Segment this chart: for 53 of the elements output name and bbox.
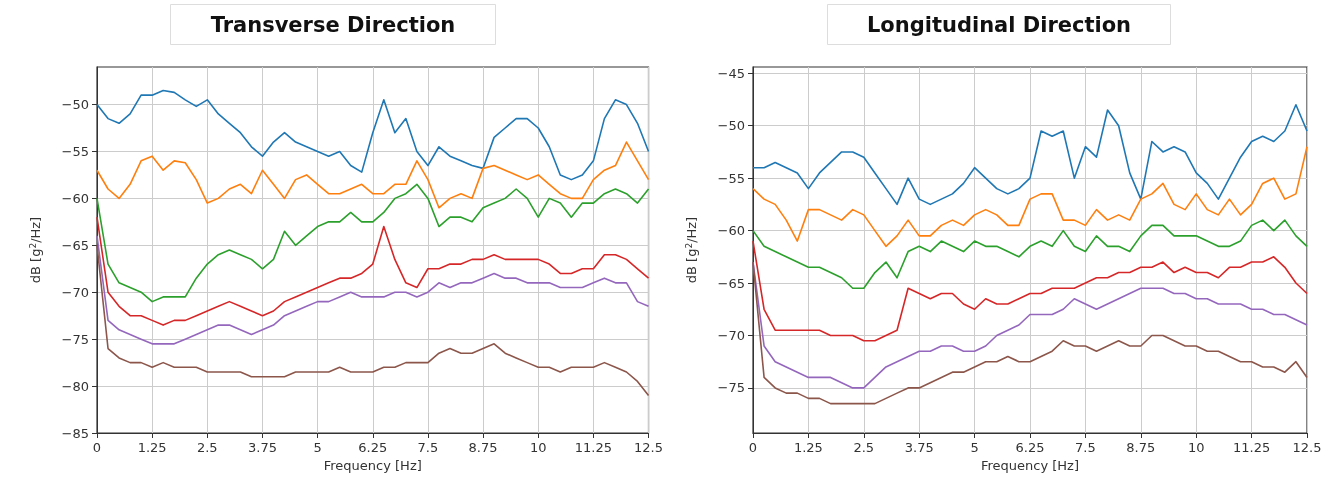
y-tick-label: −65: [61, 237, 89, 253]
x-tick-label: 12.5: [1292, 440, 1322, 455]
x-tick-label: 12.5: [634, 440, 663, 455]
y-tick-label: −60: [61, 190, 89, 206]
line-series: [96, 235, 650, 345]
x-tick-label: 7.5: [1075, 440, 1096, 455]
line-series: [96, 244, 650, 397]
x-tick-label: 5: [313, 440, 322, 455]
y-tick-label: −75: [61, 331, 89, 347]
y-tick-label: −60: [717, 223, 745, 239]
line-series: [752, 219, 1308, 290]
y-axis-title: dB [g2/Hz]: [683, 216, 699, 284]
x-tick-label: 3.75: [904, 440, 934, 455]
x-tick-label: 10: [529, 440, 547, 455]
x-tick-label: 5: [970, 440, 979, 455]
y-tick-label: −55: [717, 170, 745, 186]
y-tick-label: −55: [61, 143, 89, 159]
x-tick-label: 11.25: [1232, 440, 1271, 455]
line-series: [752, 103, 1308, 206]
x-tick-label: 7.5: [417, 440, 439, 455]
x-tick-label: 2.5: [196, 440, 218, 455]
x-tick-label: 0: [92, 440, 102, 455]
y-tick-label: −70: [717, 327, 745, 343]
y-tick-label: −50: [61, 97, 89, 113]
x-tick-label: 6.25: [358, 440, 388, 455]
y-tick-label: −45: [717, 65, 745, 81]
x-axis-title: Frequency [Hz]: [323, 458, 422, 473]
y-tick-label: −50: [717, 118, 745, 134]
line-series: [752, 145, 1308, 248]
x-axis-title: Frequency [Hz]: [980, 458, 1080, 473]
x-tick-label: 6.25: [1015, 440, 1045, 455]
line-series: [96, 183, 650, 303]
x-tick-label: 1.25: [137, 440, 167, 455]
y-axis-title: dB [g2/Hz]: [27, 216, 43, 284]
x-tick-label: 8.75: [1126, 440, 1156, 455]
x-tick-label: 0: [748, 440, 758, 455]
y-tick-label: −80: [61, 378, 89, 394]
x-tick-label: 1.25: [793, 440, 823, 455]
line-series: [96, 89, 650, 181]
chart-title: Longitudinal Direction: [866, 12, 1132, 37]
line-series: [96, 216, 650, 326]
x-tick-label: 10: [1187, 440, 1205, 455]
y-tick-label: −70: [61, 284, 89, 300]
x-tick-label: 11.25: [574, 440, 612, 455]
chart-title: Transverse Direction: [210, 12, 456, 37]
y-tick-label: −75: [717, 380, 745, 396]
y-tick-label: −85: [61, 425, 89, 441]
line-series: [96, 141, 650, 209]
line-series: [752, 240, 1308, 342]
x-tick-label: 3.75: [247, 440, 277, 455]
y-tick-label: −65: [717, 275, 745, 291]
x-tick-label: 8.75: [468, 440, 498, 455]
x-tick-label: 2.5: [853, 440, 875, 455]
